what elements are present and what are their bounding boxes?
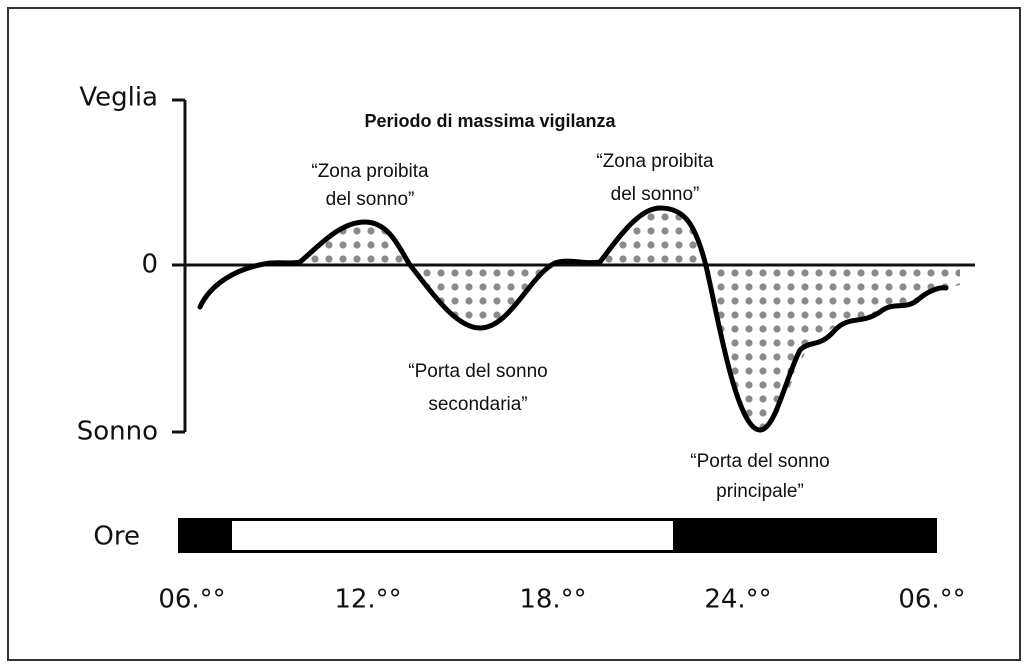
annotation-line: “Zona proibita — [311, 161, 429, 182]
axis-label-top: Veglia — [79, 83, 158, 113]
annotations: “Zona proibita del sonno” “Zona proibita… — [311, 151, 829, 502]
annotation-line: principale” — [716, 481, 804, 502]
hour-tick: 24.°° — [704, 585, 771, 615]
hour-tick: 06.°° — [158, 585, 225, 615]
hour-ticks: 06.°° 12.°° 18.°° 24.°° 06.°° — [158, 585, 965, 615]
shading — [300, 208, 960, 430]
hours-label: Ore — [93, 522, 140, 552]
annotation-line: del sonno” — [326, 189, 415, 210]
hour-tick: 06.°° — [898, 585, 965, 615]
annotation-line: “Zona proibita — [596, 151, 714, 172]
title: Periodo di massima vigilanza — [364, 111, 616, 131]
hours-bar — [178, 518, 937, 553]
curve — [197, 205, 949, 433]
hour-tick: 12.°° — [334, 585, 401, 615]
hour-tick: 18.°° — [519, 585, 586, 615]
axis-label-zero: 0 — [141, 250, 158, 280]
axis-label-bottom: Sonno — [77, 417, 158, 447]
frame — [7, 7, 1021, 661]
annotation-line: “Porta del sonno — [408, 361, 547, 382]
annotation-line: del sonno” — [611, 184, 700, 205]
annotation-line: secondaria” — [428, 394, 527, 415]
annotation-line: “Porta del sonno — [690, 451, 829, 472]
